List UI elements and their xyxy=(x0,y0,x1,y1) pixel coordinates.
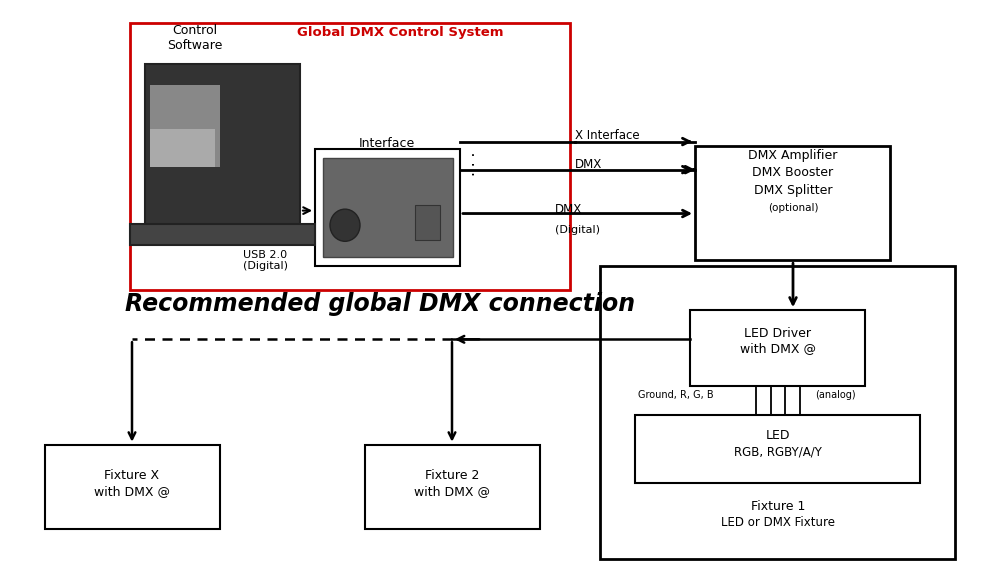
FancyBboxPatch shape xyxy=(150,85,220,167)
Text: Interface: Interface xyxy=(359,137,415,150)
Text: Fixture X: Fixture X xyxy=(104,469,160,481)
Text: · · ·: · · · xyxy=(468,152,483,176)
Text: with DMX @: with DMX @ xyxy=(94,485,170,498)
Text: RGB, RGBY/A/Y: RGB, RGBY/A/Y xyxy=(734,445,822,458)
Text: Fixture 2: Fixture 2 xyxy=(425,469,479,481)
Text: Recommended global DMX connection: Recommended global DMX connection xyxy=(125,292,635,316)
Text: LED Driver: LED Driver xyxy=(744,327,812,340)
FancyBboxPatch shape xyxy=(635,415,920,483)
Text: X Interface: X Interface xyxy=(575,129,640,142)
Text: (analog): (analog) xyxy=(815,390,856,400)
Text: with DMX @: with DMX @ xyxy=(740,342,816,355)
FancyBboxPatch shape xyxy=(690,310,865,386)
Text: (optional): (optional) xyxy=(768,202,818,213)
Text: USB 2.0
(Digital): USB 2.0 (Digital) xyxy=(242,250,288,271)
Text: Global DMX Control System: Global DMX Control System xyxy=(297,26,503,39)
FancyBboxPatch shape xyxy=(45,445,220,529)
Text: DMX Booster: DMX Booster xyxy=(752,166,834,179)
Text: DMX: DMX xyxy=(555,203,582,216)
FancyBboxPatch shape xyxy=(695,146,890,260)
Ellipse shape xyxy=(330,209,360,241)
Text: DMX Splitter: DMX Splitter xyxy=(754,184,832,197)
Text: Control
Software: Control Software xyxy=(167,24,223,52)
FancyBboxPatch shape xyxy=(130,23,570,290)
Text: LED: LED xyxy=(766,429,790,442)
FancyBboxPatch shape xyxy=(323,158,453,257)
Text: (Digital): (Digital) xyxy=(555,225,600,235)
FancyBboxPatch shape xyxy=(150,129,215,167)
Text: DMX Amplifier: DMX Amplifier xyxy=(748,149,838,161)
Text: DMX: DMX xyxy=(575,159,602,171)
FancyBboxPatch shape xyxy=(365,445,540,529)
Text: Fixture 1: Fixture 1 xyxy=(751,500,805,512)
FancyBboxPatch shape xyxy=(600,266,955,559)
FancyBboxPatch shape xyxy=(415,205,440,240)
Text: LED or DMX Fixture: LED or DMX Fixture xyxy=(721,516,835,529)
FancyBboxPatch shape xyxy=(145,64,300,237)
FancyBboxPatch shape xyxy=(130,224,315,245)
FancyBboxPatch shape xyxy=(315,149,460,266)
Text: with DMX @: with DMX @ xyxy=(414,485,490,498)
Text: Ground, R, G, B: Ground, R, G, B xyxy=(638,390,714,400)
